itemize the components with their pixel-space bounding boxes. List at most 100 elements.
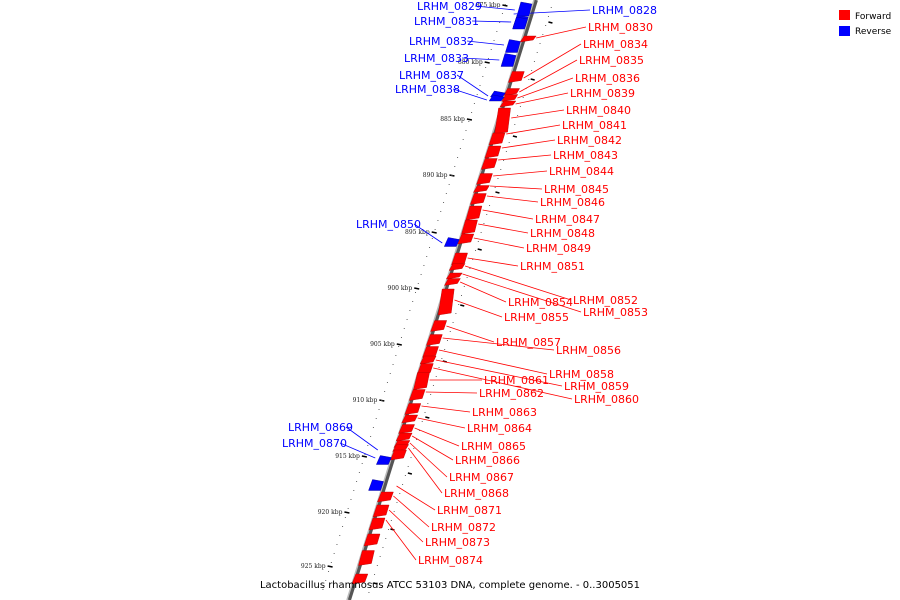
forward-gene-feature[interactable] [426,334,443,346]
gene-label[interactable]: LRHM_0828 [592,4,657,17]
forward-gene-feature[interactable] [488,132,506,146]
gene-label[interactable]: LRHM_0848 [530,227,595,240]
forward-gene-feature[interactable] [398,424,415,434]
forward-gene-feature[interactable] [437,288,455,316]
minor-tick [550,7,552,8]
forward-gene-feature[interactable] [377,491,394,503]
minor-tick [356,481,358,482]
forward-gene-feature[interactable] [430,320,447,332]
forward-gene-feature[interactable] [473,185,490,193]
gene-label[interactable]: LRHM_0874 [418,554,483,567]
forward-gene-feature[interactable] [395,432,413,442]
gene-label[interactable]: LRHM_0847 [535,213,600,226]
forward-gene-feature[interactable] [401,414,419,424]
gene-label[interactable]: LRHM_0865 [461,440,526,453]
gene-label[interactable]: LRHM_0837 [399,69,464,82]
gene-label[interactable]: LRHM_0853 [583,306,648,319]
gene-label[interactable]: LRHM_0841 [562,119,627,132]
gene-label[interactable]: LRHM_0864 [467,422,532,435]
forward-gene-feature[interactable] [457,233,475,245]
legend: Forward Reverse [839,10,892,37]
gene-label[interactable]: LRHM_0836 [575,72,640,85]
gene-label[interactable]: LRHM_0869 [288,421,353,434]
forward-gene-feature[interactable] [476,173,493,185]
forward-gene-feature[interactable] [351,573,369,585]
gene-label[interactable]: LRHM_0870 [282,437,347,450]
gene-label[interactable]: LRHM_0838 [395,83,460,96]
gene-label[interactable]: LRHM_0859 [564,380,629,393]
forward-gene-feature[interactable] [461,219,478,235]
label-leader [462,273,582,313]
gene-label[interactable]: LRHM_0866 [455,454,520,467]
forward-gene-feature[interactable] [484,145,502,159]
forward-gene-feature[interactable] [368,517,386,531]
forward-gene-feature[interactable] [465,205,483,221]
gene-label[interactable]: LRHM_0855 [504,311,569,324]
gene-label[interactable]: LRHM_0844 [549,165,614,178]
reverse-gene-feature[interactable] [505,39,521,53]
reverse-gene-feature[interactable] [368,479,384,491]
forward-gene-feature[interactable] [372,504,390,518]
gene-label[interactable]: LRHM_0861 [484,374,549,387]
reverse-gene-feature[interactable] [443,237,460,247]
forward-gene-feature[interactable] [448,263,466,271]
gene-label[interactable]: LRHM_0840 [566,104,631,117]
gene-label[interactable]: LRHM_0832 [409,35,474,48]
forward-gene-feature[interactable] [445,272,463,280]
forward-gene-feature[interactable] [508,71,525,83]
forward-gene-feature[interactable] [408,389,426,401]
forward-gene-feature[interactable] [469,193,487,205]
gene-label[interactable]: LRHM_0834 [583,38,648,51]
reverse-gene-feature[interactable] [516,1,533,17]
gene-label[interactable]: LRHM_0873 [425,536,490,549]
gene-label[interactable]: LRHM_0856 [556,344,621,357]
reverse-gene-feature[interactable] [488,94,505,102]
gene-label[interactable]: LRHM_0845 [544,183,609,196]
reverse-gene-feature[interactable] [500,53,517,67]
gene-label[interactable]: LRHM_0871 [437,504,502,517]
gene-label[interactable]: LRHM_0839 [570,87,635,100]
gene-label[interactable]: LRHM_0872 [431,521,496,534]
gene-label[interactable]: LRHM_0829 [417,0,482,13]
forward-gene-feature[interactable] [390,449,407,461]
reverse-gene-feature[interactable] [512,16,528,30]
gene-label[interactable]: LRHM_0857 [496,336,561,349]
gene-label[interactable]: LRHM_0851 [520,260,585,273]
forward-gene-feature[interactable] [494,107,511,135]
gene-label[interactable]: LRHM_0863 [472,406,537,419]
forward-gene-feature[interactable] [480,158,498,170]
forward-gene-feature[interactable] [499,100,517,108]
gene-label[interactable]: LRHM_0849 [526,242,591,255]
gene-label[interactable]: LRHM_0852 [573,294,638,307]
gene-label[interactable]: LRHM_0858 [549,368,614,381]
gene-label[interactable]: LRHM_0867 [449,471,514,484]
gene-label[interactable]: LRHM_0842 [557,134,622,147]
forward-gene-feature[interactable] [422,346,439,358]
forward-gene-feature[interactable] [358,550,375,566]
forward-gene-feature[interactable] [417,363,434,375]
gene-label[interactable]: LRHM_0830 [588,21,653,34]
forward-gene-feature[interactable] [444,278,461,286]
forward-gene-feature[interactable] [419,355,437,365]
minor-tick [448,184,450,185]
forward-gene-feature[interactable] [404,403,422,415]
minor-tick [522,97,524,98]
forward-gene-feature[interactable] [501,94,519,102]
gene-label[interactable]: LRHM_0850 [356,218,421,231]
gene-label[interactable]: LRHM_0868 [444,487,509,500]
forward-gene-feature[interactable] [363,533,381,547]
label-leader [446,325,495,343]
reverse-gene-feature[interactable] [376,455,392,465]
forward-gene-feature[interactable] [519,35,537,43]
forward-gene-feature[interactable] [451,252,468,266]
gene-label[interactable]: LRHM_0854 [508,296,573,309]
gene-label[interactable]: LRHM_0862 [479,387,544,400]
forward-gene-feature[interactable] [413,372,430,390]
gene-label[interactable]: LRHM_0833 [404,52,469,65]
gene-label[interactable]: LRHM_0843 [553,149,618,162]
gene-label[interactable]: LRHM_0860 [574,393,639,406]
gene-label[interactable]: LRHM_0831 [414,15,479,28]
forward-gene-feature[interactable] [392,444,410,452]
gene-label[interactable]: LRHM_0846 [540,196,605,209]
gene-label[interactable]: LRHM_0835 [579,54,644,67]
